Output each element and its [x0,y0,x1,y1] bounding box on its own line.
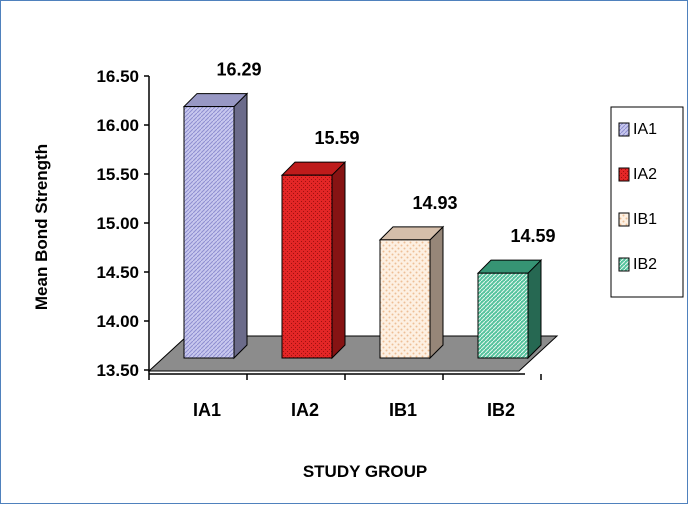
data-labels: 16.29 15.59 14.93 14.59 [216,60,555,247]
legend-label: IA2 [633,166,657,183]
y-axis-title: Mean Bond Strength [32,144,51,310]
y-tick-label: 15.00 [96,214,139,233]
y-ticks: 13.50 14.00 14.50 15.00 15.50 16.00 16.50 [96,67,149,380]
data-label: 14.59 [510,226,555,246]
x-tick-label: IA1 [193,400,221,420]
data-label: 16.29 [216,60,261,80]
bar-side [233,92,248,360]
y-tick-label: 13.50 [96,361,139,380]
bar-front [477,272,529,359]
legend-label: IA1 [633,121,657,138]
bar-front [379,239,431,359]
bar-side [331,160,346,360]
y-tick-label: 16.00 [96,116,139,135]
x-tick-label: IB1 [389,400,417,420]
data-label: 14.93 [412,193,457,213]
legend-swatch [618,122,630,137]
legend-swatch [618,257,630,272]
x-tick-label: IB2 [487,400,515,420]
y-tick-label: 14.50 [96,263,139,282]
bar-ia1 [182,92,249,360]
data-label: 15.59 [314,128,359,148]
bar-front [281,174,333,359]
legend-label: IB2 [633,256,657,273]
bars [182,92,543,360]
bar-ia2 [280,160,347,360]
y-tick-label: 15.50 [96,165,139,184]
x-tick-labels: IA1 IA2 IB1 IB2 [193,400,515,420]
bar-front [183,106,235,359]
floor-plane [147,335,559,372]
bar-ib2 [476,258,543,360]
legend-swatch [618,212,630,227]
y-tick-label: 14.00 [96,312,139,331]
legend-swatch [618,167,630,182]
bar-side [429,225,444,360]
legend: IA1 IA2 IB1 IB2 [610,106,684,298]
x-axis-title: STUDY GROUP [303,462,427,481]
y-tick-label: 16.50 [96,67,139,86]
x-tick-label: IA2 [291,400,319,420]
bar-ib1 [378,225,445,360]
chart-floor [147,335,559,372]
bar-side [527,258,542,360]
legend-label: IB1 [633,211,657,228]
